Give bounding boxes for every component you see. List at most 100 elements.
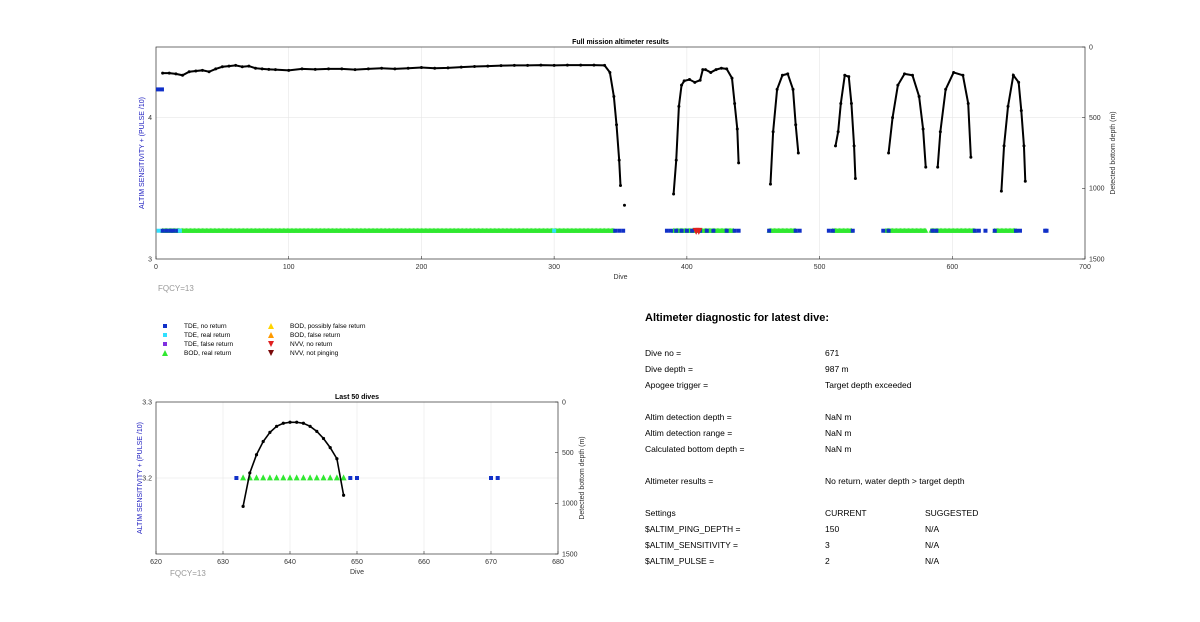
tde-no-return-marker	[711, 228, 716, 233]
tde-real-return-marker	[156, 228, 161, 233]
bottom-depth-point	[603, 63, 607, 67]
tde-no-return-marker	[171, 228, 176, 233]
bottom-depth-point	[181, 73, 185, 77]
altimeter-results-row: Altimeter results = No return, water dep…	[645, 476, 965, 486]
bod-real-return-marker	[253, 474, 260, 481]
bottom-depth-point	[261, 439, 265, 444]
bod-real-return-marker	[260, 474, 267, 481]
bottom-depth-point	[526, 63, 530, 67]
tde-no-return-marker	[684, 228, 689, 233]
bod-real-return-marker	[923, 227, 929, 233]
legend-item-nvv-not-pinging: NVV, not pinging	[266, 349, 338, 357]
bottom-depth-point	[725, 67, 729, 71]
square-marker-icon	[163, 333, 167, 337]
tde-no-return-marker	[830, 228, 835, 233]
bottom-depth-point	[220, 65, 224, 69]
bottom-depth-point	[796, 151, 800, 155]
bottom-depth-point	[733, 102, 737, 106]
bottom-depth-point	[512, 63, 516, 67]
legend-item-bod-false-return: BOD, false return	[266, 331, 340, 339]
bottom-depth-line	[936, 71, 972, 168]
dive-no-row: Dive no = 671	[645, 348, 840, 358]
tde-no-return-marker	[168, 228, 173, 233]
bottom-depth-point	[966, 102, 970, 106]
bottom-depth-point	[924, 165, 928, 169]
fqcy-annotation: FQCY=13	[158, 284, 194, 293]
bottom-depth-line	[769, 72, 800, 185]
bottom-depth-point	[552, 63, 556, 67]
tde-no-return-marker	[495, 476, 500, 480]
tde-no-return-marker	[724, 228, 729, 233]
bottom-depth-point	[903, 72, 907, 76]
tde-no-return-marker	[736, 228, 741, 233]
bottom-depth-point	[622, 203, 626, 207]
bottom-depth-point	[843, 73, 847, 77]
tde-no-return-marker	[732, 228, 737, 233]
tde-real-return-marker	[177, 228, 182, 233]
triangle-down-marker-icon	[268, 341, 274, 347]
bottom-depth-line	[834, 73, 857, 179]
x-tick-label: 630	[217, 559, 229, 566]
y-left-tick-label: 3	[148, 256, 152, 263]
bottom-depth-point	[200, 68, 204, 72]
bottom-depth-point	[608, 70, 612, 74]
tde-no-return-marker	[234, 476, 239, 480]
bottom-depth-point	[709, 70, 713, 74]
y-left-tick-label: 3.3	[142, 399, 152, 406]
bottom-depth-point	[617, 158, 621, 162]
bod-real-return-marker	[287, 474, 293, 481]
tde-no-return-marker	[1013, 228, 1018, 233]
bottom-depth-point	[853, 176, 857, 180]
bottom-depth-point	[254, 453, 259, 457]
x-tick-label: 650	[351, 559, 363, 566]
tde-no-return-marker	[886, 228, 891, 233]
bottom-depth-point	[459, 65, 463, 69]
bottom-depth-point	[944, 87, 948, 91]
tde-no-return-marker	[992, 228, 997, 233]
diagnostic-title: Altimeter diagnostic for latest dive:	[645, 312, 829, 324]
tde-no-return-marker	[613, 228, 618, 233]
tde-no-return-marker	[164, 228, 169, 233]
bod-real-return-marker	[280, 474, 287, 481]
bottom-depth-point	[833, 144, 837, 148]
bottom-depth-point	[921, 127, 925, 131]
x-tick-label: 200	[416, 264, 428, 271]
bod-real-return-marker	[320, 474, 327, 481]
detection-depth-row: Altim detection depth = NaN m	[645, 412, 852, 422]
bottom-depth-point	[499, 64, 503, 68]
bottom-depth-point	[207, 70, 211, 74]
bottom-depth-point	[308, 424, 312, 428]
bottom-depth-point	[227, 64, 231, 68]
y-right-tick-label: 500	[562, 450, 574, 457]
legend-item-bod-possibly-false: BOD, possibly false return	[266, 322, 366, 330]
bottom-depth-point	[301, 421, 305, 425]
bottom-depth-line	[887, 72, 927, 168]
x-tick-label: 600	[946, 264, 958, 271]
bottom-depth-point	[1022, 144, 1026, 148]
tde-no-return-marker	[679, 228, 684, 233]
ping-depth-row: $ALTIM_PING_DEPTH = 150 N/A	[645, 524, 940, 534]
bottom-depth-point	[539, 63, 543, 67]
bottom-depth-point	[1006, 104, 1010, 108]
x-tick-label: 640	[284, 559, 296, 566]
y-left-axis-label: ALTIM SENSITIVITY + (PULSE /10)	[139, 97, 146, 209]
bottom-depth-point	[565, 63, 569, 67]
bottom-depth-point	[275, 424, 279, 428]
triangle-down-marker-icon	[268, 350, 274, 356]
bottom-depth-point	[910, 73, 914, 77]
y-right-tick-label: 500	[1089, 115, 1101, 122]
bottom-depth-point	[579, 63, 583, 67]
bottom-depth-point	[335, 457, 339, 461]
bod-real-return-marker	[273, 474, 280, 481]
x-tick-label: 0	[154, 264, 158, 271]
bottom-depth-point	[473, 65, 477, 69]
dive-depth-row: Dive depth = 987 m	[645, 364, 849, 374]
plot-frame	[155, 401, 559, 555]
x-tick-label: 100	[283, 264, 295, 271]
bottom-depth-point	[342, 493, 346, 497]
bod-real-return-marker	[313, 474, 320, 481]
bottom-depth-point	[194, 69, 198, 73]
bottom-depth-point	[688, 78, 692, 82]
x-tick-label: 500	[814, 264, 826, 271]
bottom-depth-point	[353, 68, 357, 72]
